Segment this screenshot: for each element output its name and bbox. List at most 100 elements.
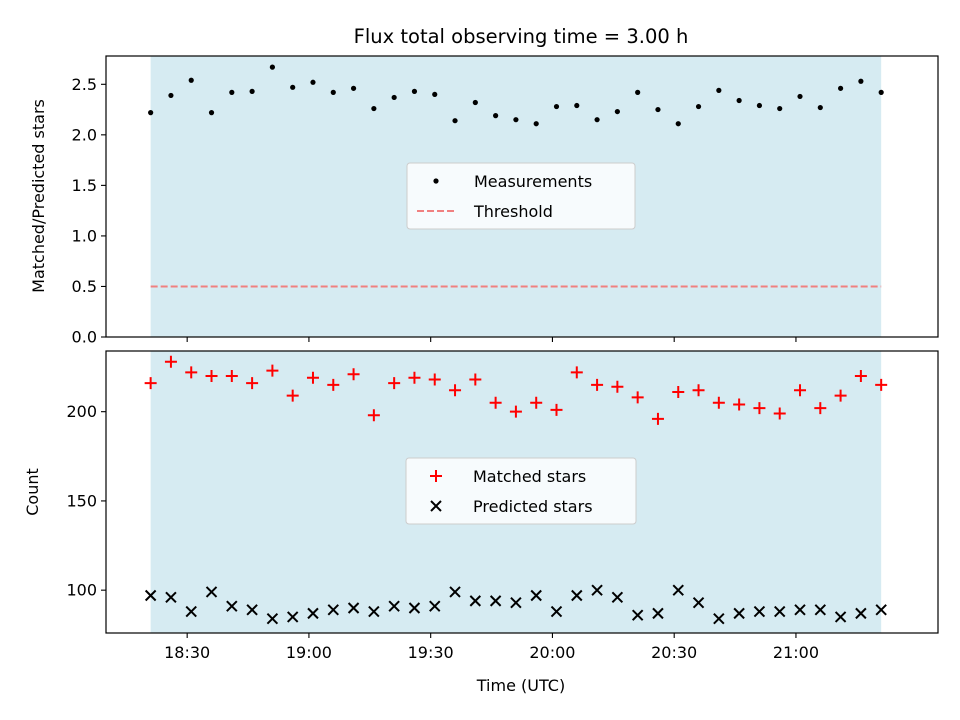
measurement-point [310,79,316,85]
matched-star-point [449,384,462,397]
ratio-axes-frame [105,55,939,338]
matched-star-point [530,396,543,409]
matched-star-point [651,412,664,425]
measurement-point [208,110,215,116]
matched-star-point [327,378,340,391]
matched-star-point [205,369,218,382]
legend-marker-measurements [433,178,439,184]
ratio-legend: Measurements Threshold [406,162,636,230]
measurement-point [837,85,844,91]
predicted-star-point [226,600,238,612]
ratio-y-axis-label: Matched/Predicted stars [29,99,48,293]
predicted-star-point [347,602,360,614]
matched-star-point [591,378,604,391]
measurement-point [493,113,499,119]
y-tick-label: 200 [66,402,97,421]
measurement-point [472,99,478,106]
matched-star-point [347,368,360,381]
matched-star-point [753,402,766,415]
predicted-star-point [266,613,279,625]
predicted-star-point [388,600,400,612]
x-tick-label: 21:00 [773,643,819,662]
matched-star-point [306,371,319,384]
legend-marker-predicted [430,500,442,512]
count-y-ticks: 100 150 200 [66,402,106,600]
measurement-point [249,88,255,94]
x-tick-label: 20:30 [651,643,697,662]
predicted-star-point [489,595,502,607]
legend-marker-matched [430,470,442,482]
measurement-point [675,121,681,127]
predicted-star-point [692,596,705,609]
measurement-point [858,78,864,84]
ratio-marks [148,64,884,127]
x-axis-label: Time (UTC) [476,676,565,695]
count-x-ticks: 18:30 19:00 19:30 20:00 20:30 21:00 [164,633,819,662]
matched-star-point [854,369,867,382]
matched-star-point [428,373,441,386]
y-tick-label: 2.0 [72,125,97,144]
x-tick-label: 19:00 [286,643,332,662]
ratio-panel: 0.0 0.5 1.0 1.5 2.0 2.5 Matched/Predicted sta… [29,55,939,347]
legend-box [406,162,636,230]
matched-star-point [692,384,705,397]
predicted-star-point [246,604,258,616]
matched-star-point [733,398,746,411]
predicted-star-point [875,604,887,616]
matched-star-point [367,409,380,422]
matched-star-point [388,377,401,390]
legend-label-predicted: Predicted stars [473,497,593,516]
y-tick-label: 0.5 [72,277,97,296]
measurement-point [391,94,397,101]
measurement-point [716,87,722,93]
predicted-star-point [368,605,380,618]
matched-star-point [408,371,421,384]
measurement-point [736,97,742,104]
predicted-star-point [408,602,421,614]
measurement-point [188,77,194,83]
predicted-star-point [185,605,197,618]
measurement-point [817,104,823,111]
predicted-star-point [165,591,177,604]
measurement-point [452,118,458,124]
matched-star-point [286,389,299,402]
count-panel: 100 150 200 18:30 19:00 19:30 20:00 20:30 21:00… [23,350,939,695]
predicted-star-point [510,596,522,609]
measurement-point [411,88,418,94]
y-tick-label: 1.0 [72,226,97,245]
predicted-star-point [713,613,725,625]
measurement-point [797,93,803,100]
measurement-point [635,89,641,95]
matched-star-point [469,373,482,386]
matched-star-point [814,402,827,415]
legend-box [405,457,637,525]
predicted-star-point [469,595,482,607]
matched-star-point [773,407,786,420]
matched-star-point [144,377,157,390]
predicted-star-point [672,584,684,596]
measurement-point [229,89,235,95]
legend-label-threshold: Threshold [473,202,553,221]
measurement-point [371,105,377,112]
measurement-point [878,89,884,95]
measurement-point [777,105,783,112]
y-tick-label: 100 [66,581,97,600]
matched-star-point [550,403,563,416]
measurement-point [330,89,336,95]
measurement-point [290,84,296,90]
matched-star-point [164,355,177,368]
predicted-star-point [834,611,847,623]
matched-star-point [712,396,725,409]
chart-title: Flux total observing time = 3.00 h [354,25,689,48]
y-tick-label: 150 [66,491,97,510]
x-tick-label: 20:00 [529,643,575,662]
matched-star-point [266,364,279,377]
matched-star-point [875,378,888,391]
predicted-star-point [794,604,806,616]
x-tick-label: 18:30 [164,643,210,662]
y-tick-label: 2.5 [72,75,97,94]
measurement-point [655,106,661,113]
matched-star-point [631,391,644,404]
matched-star-point [509,405,522,418]
